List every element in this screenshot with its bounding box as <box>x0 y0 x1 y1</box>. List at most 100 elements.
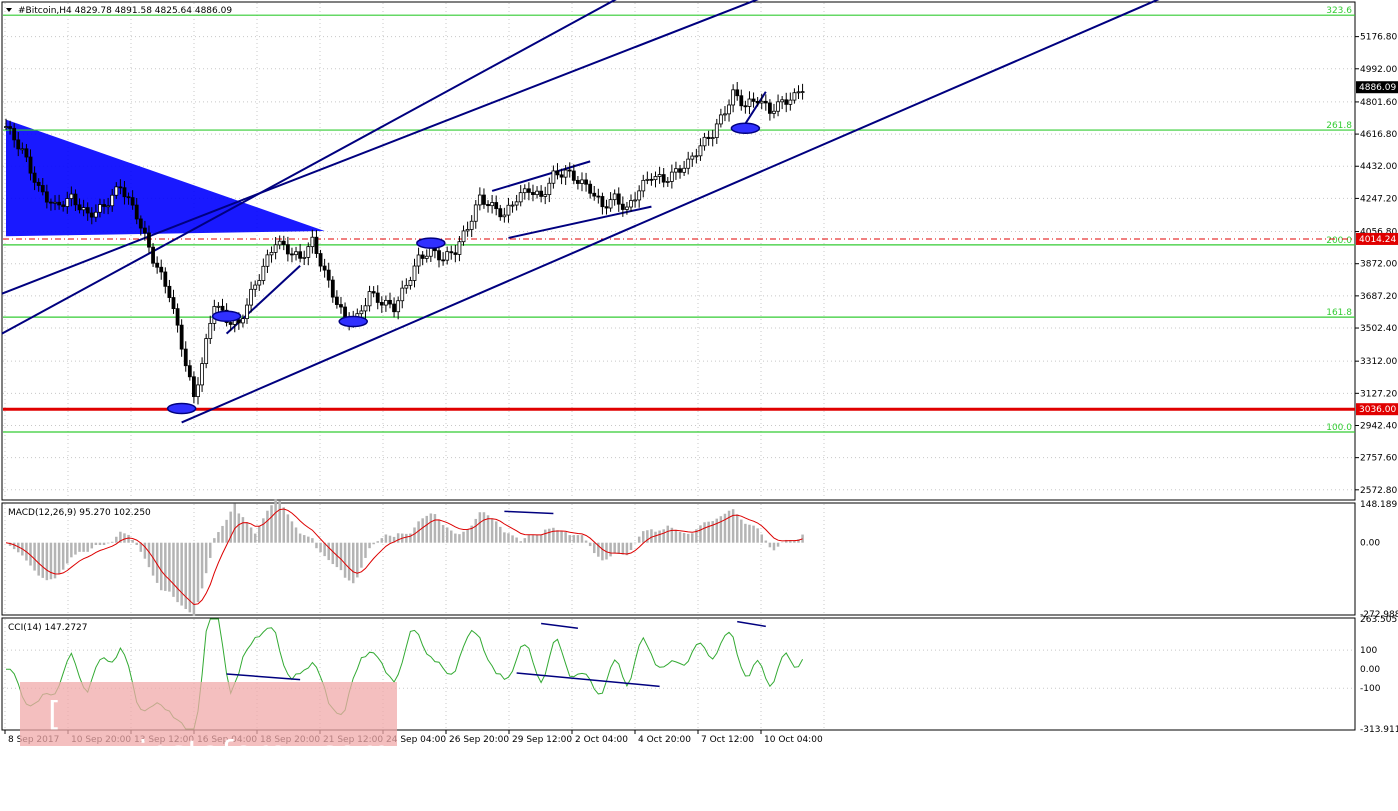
candle-body <box>400 287 405 302</box>
candle-body <box>755 100 760 104</box>
candle-body <box>441 259 445 262</box>
pattern-marker-ellipse <box>211 310 242 323</box>
candle-body <box>228 322 233 325</box>
candle-body <box>220 305 225 311</box>
cci-divergence-line <box>516 672 660 688</box>
candle-body <box>665 181 670 183</box>
candle-body <box>192 376 196 398</box>
candle-body <box>490 202 495 207</box>
channel-lower-line <box>181 0 1160 424</box>
candle-body <box>89 212 94 218</box>
triangle-shape <box>6 119 325 237</box>
candle-body <box>498 208 503 218</box>
candle-body <box>49 201 53 204</box>
candle-body <box>784 99 789 105</box>
candle-body <box>273 244 278 253</box>
price-tick-label: 3872.00 <box>1360 260 1397 270</box>
candle-body <box>130 197 135 206</box>
watermark-text: [ www.instaforex.com ] <box>48 694 391 811</box>
candle-body <box>780 99 785 103</box>
candle-body <box>567 169 572 172</box>
candle-body <box>371 291 376 294</box>
candle-body <box>465 229 470 232</box>
support-price-tag: 3036.00 <box>1359 405 1396 415</box>
candle-body <box>61 204 66 207</box>
price-tick-label: 2757.60 <box>1360 454 1397 464</box>
candle-body <box>796 91 801 94</box>
candle-body <box>118 186 123 189</box>
candle-body <box>318 253 323 267</box>
candle-body <box>98 204 102 213</box>
candle-body <box>502 214 507 218</box>
price-tick-label: 4247.20 <box>1360 194 1397 204</box>
fib-level-label: 100.0 <box>1326 423 1352 433</box>
candle-body <box>706 136 711 139</box>
price-tick-label: 3127.20 <box>1360 389 1397 399</box>
candle-body <box>518 192 523 203</box>
candle-body <box>200 363 204 386</box>
candle-body <box>236 319 241 324</box>
candle-body <box>604 206 609 209</box>
candle-body <box>576 179 580 184</box>
price-axis: 5176.80 4992.00 4801.60 4616.80 4432.00 4247.… <box>1355 33 1398 496</box>
price-tick-label: 2942.40 <box>1360 421 1397 431</box>
candle-body <box>625 206 629 210</box>
candle-body <box>93 211 98 218</box>
candle-body <box>759 100 764 104</box>
candle-body <box>257 280 262 286</box>
candle-body <box>183 348 188 367</box>
candle-body <box>657 174 662 177</box>
candle-body <box>249 288 254 306</box>
time-tick-label: 24 Sep 04:00 <box>386 735 446 745</box>
main-panel-frame <box>1 1 1356 501</box>
support-price-tag-bg <box>1356 403 1398 416</box>
candle-body <box>555 170 560 176</box>
candle-body <box>314 236 319 254</box>
candle-body <box>4 126 8 128</box>
watermark-banner: [ www.instaforex.com ] <box>20 682 397 811</box>
time-tick-label: 10 Oct 04:00 <box>764 735 823 745</box>
candle-body <box>739 95 744 107</box>
price-tick-label: 4801.60 <box>1360 98 1397 108</box>
pattern-marker-ellipse <box>416 237 446 249</box>
candle-body <box>600 196 605 208</box>
candle-body <box>645 178 650 181</box>
price-tick-label: 4616.80 <box>1360 130 1397 140</box>
candle-body <box>306 246 311 258</box>
chart-menu-icon[interactable] <box>6 8 12 12</box>
candle-body <box>526 188 531 193</box>
candle-body <box>653 176 658 181</box>
candle-body <box>694 155 699 158</box>
price-tick-label: 4056.80 <box>1360 228 1397 238</box>
fib-level-label: 323.6 <box>1326 6 1352 16</box>
candle-body <box>424 255 429 259</box>
candle-body <box>396 300 401 313</box>
candle-body <box>171 297 176 310</box>
candle-body <box>788 99 793 105</box>
macd-divergence-line <box>504 510 554 515</box>
chart-canvas: 323.6 261.8 200.0 161.8 100.0 148.189 0.00 -27… <box>1 0 1398 745</box>
price-tick-label: 3502.40 <box>1360 324 1397 334</box>
candle-body <box>674 168 678 173</box>
candle-body <box>461 230 466 243</box>
cci-divergence-line <box>226 673 301 681</box>
candle-body <box>253 284 258 290</box>
candle-body <box>57 201 62 206</box>
macd-title: MACD(12,26,9) 95.270 102.250 <box>8 508 151 518</box>
price-tick-label: 4992.00 <box>1360 65 1397 75</box>
time-tick-label: 4 Oct 20:00 <box>638 735 691 745</box>
candle-body <box>379 302 384 306</box>
candle-body <box>122 187 127 198</box>
time-tick-label: 7 Oct 12:00 <box>701 735 754 745</box>
triangle-pattern <box>6 119 325 237</box>
candle-body <box>596 195 601 198</box>
candle-body <box>53 201 57 204</box>
cci-scale-label: 263.505 <box>1360 615 1397 625</box>
candle-body <box>678 168 682 173</box>
candle-body <box>723 113 727 116</box>
candle-body <box>187 365 192 378</box>
macd-signal-line <box>5 508 803 606</box>
candle-body <box>641 179 646 192</box>
candle-body <box>731 89 736 106</box>
candle-body <box>522 188 527 194</box>
